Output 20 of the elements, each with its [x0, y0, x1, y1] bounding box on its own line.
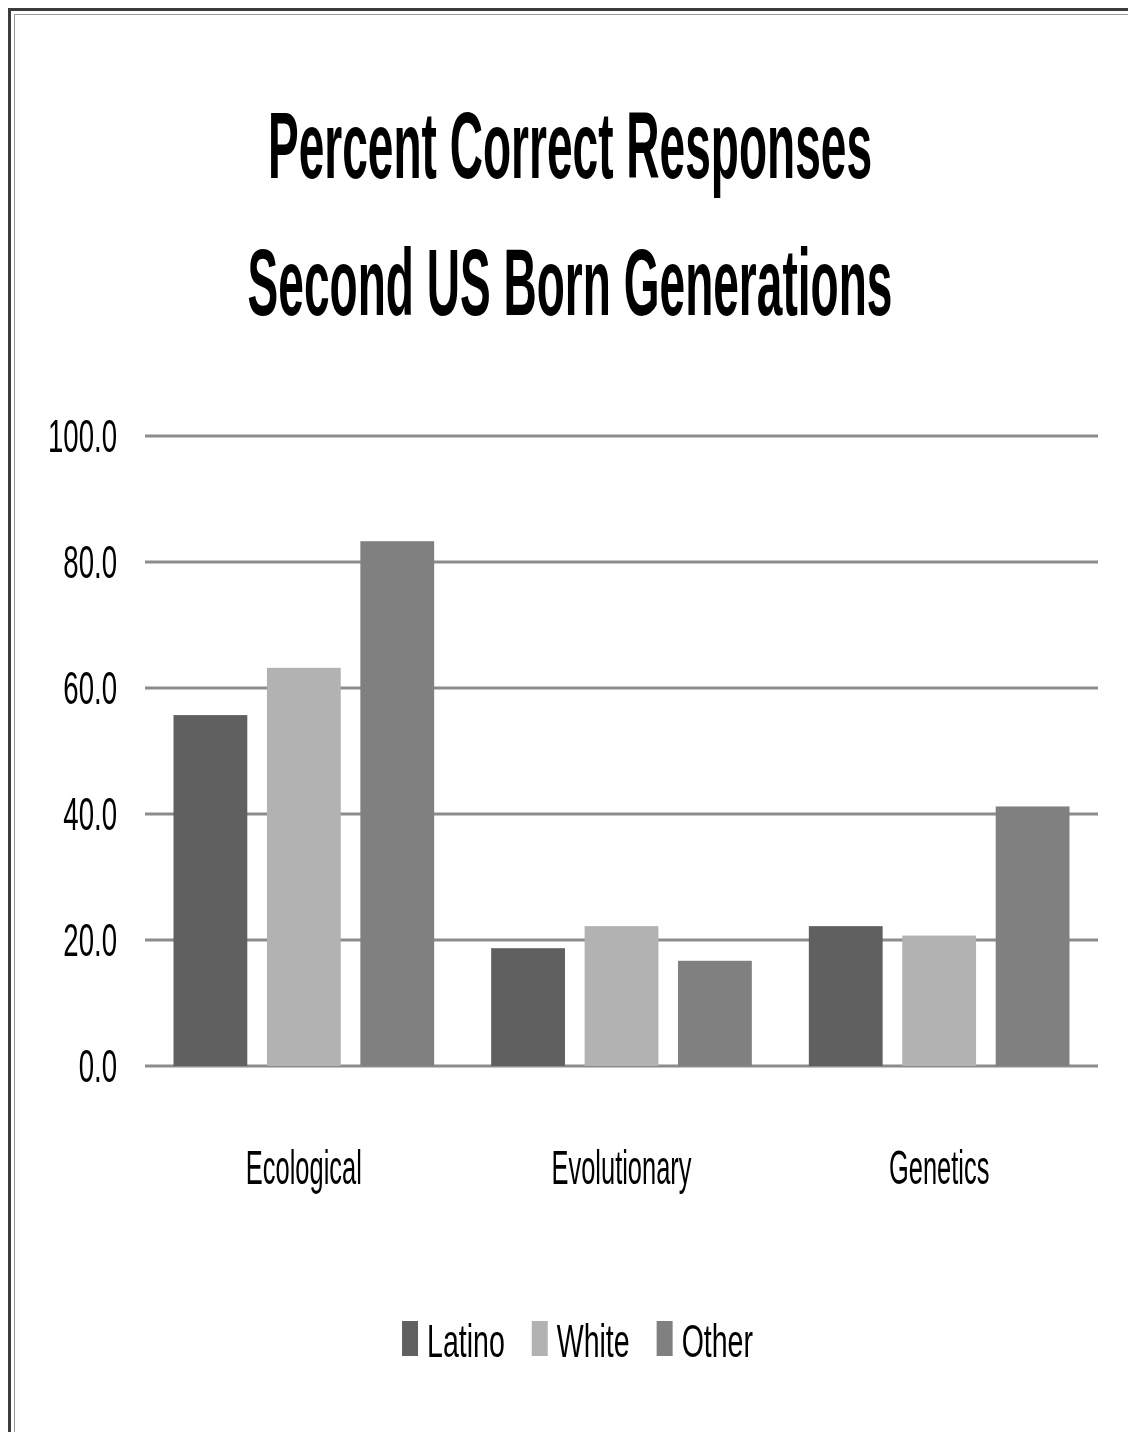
x-tick-label: Evolutionary [551, 1140, 693, 1194]
y-tick-label: 40.0 [63, 788, 117, 840]
chart-subtitle: Second US Born Generations [247, 229, 893, 336]
legend-label: White [556, 1314, 630, 1367]
bar [491, 948, 565, 1066]
bar [584, 926, 659, 1066]
legend-label: Latino [427, 1314, 505, 1367]
chart-title: Percent Correct Responses [268, 92, 872, 199]
y-tick-label: 80.0 [63, 536, 117, 588]
legend-label: Other [681, 1314, 754, 1367]
bar [808, 926, 883, 1066]
y-tick-label: 0.0 [78, 1040, 117, 1092]
y-tick-label: 100.0 [47, 410, 117, 462]
y-tick-label: 60.0 [63, 662, 117, 714]
bar [173, 715, 248, 1066]
y-tick-label: 20.0 [63, 914, 117, 966]
x-tick-label: Genetics [888, 1140, 990, 1194]
bar [266, 667, 341, 1066]
bar [902, 935, 977, 1066]
x-tick-label: Ecological [245, 1140, 362, 1194]
